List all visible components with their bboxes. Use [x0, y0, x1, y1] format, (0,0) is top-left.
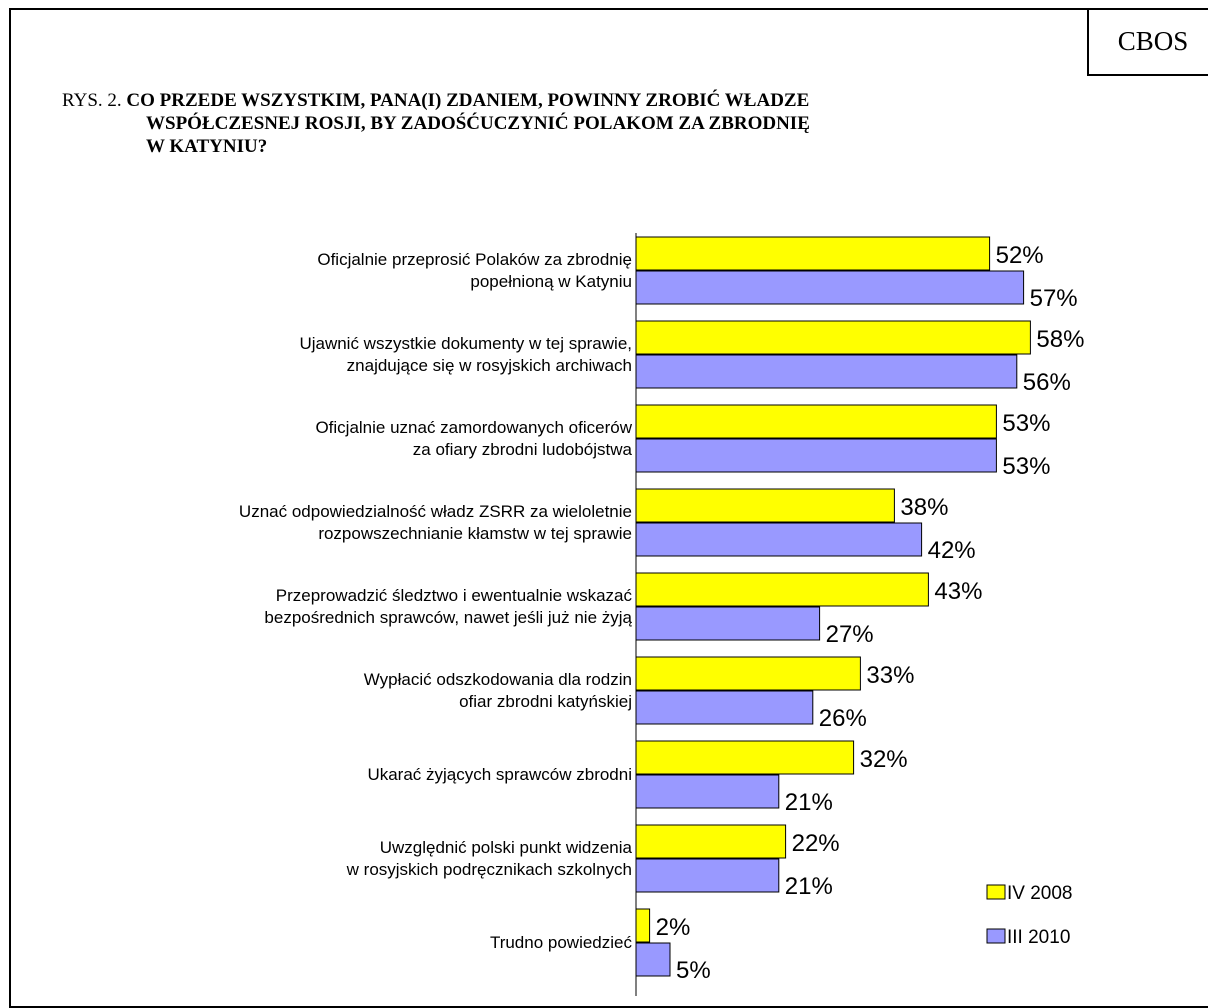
data-label: 38% [900, 494, 948, 521]
legend-label: IV 2008 [1007, 883, 1073, 904]
category-label: Przeprowadzić śledztwo i ewentualnie wsk… [276, 586, 633, 605]
data-label: 43% [934, 578, 982, 605]
bar-iv-2008 [635, 824, 787, 859]
data-label: 53% [1002, 453, 1050, 480]
figure-number: RYS. 2. [62, 90, 122, 111]
category-label: popełnioną w Katyniu [470, 272, 632, 291]
bar-iii-2010 [635, 438, 997, 473]
category-label: za ofiary zbrodni ludobójstwa [413, 440, 633, 459]
data-label: 53% [1002, 410, 1050, 437]
data-label: 57% [1030, 285, 1078, 312]
category-label: Wypłacić odszkodowania dla rodzin [364, 670, 632, 689]
category-label: ofiar zbrodni katyńskiej [459, 692, 632, 711]
category-label: Oficjalnie przeprosić Polaków za zbrodni… [317, 250, 632, 269]
data-label: 22% [792, 830, 840, 857]
data-label: 5% [676, 957, 711, 984]
title-text-3: W KATYNIU? [146, 136, 268, 157]
bar-iii-2010 [635, 774, 780, 809]
category-label: Ukarać żyjących sprawców zbrodni [367, 765, 632, 784]
bar-iv-2008 [635, 740, 855, 775]
category-label: Oficjalnie uznać zamordowanych oficerów [315, 418, 632, 437]
data-label: 27% [826, 621, 874, 648]
category-label: Uznać odpowiedzialność władz ZSRR za wie… [239, 502, 632, 521]
category-label: bezpośrednich sprawców, nawet jeśli już … [264, 608, 632, 627]
title-text-1: CO PRZEDE WSZYSTKIM, PANA(I) ZDANIEM, PO… [126, 90, 810, 111]
category-label: Uwzględnić polski punkt widzenia [380, 838, 633, 857]
data-label: 21% [785, 789, 833, 816]
data-label: 2% [656, 914, 691, 941]
bar-iv-2008 [635, 236, 991, 271]
chart-title: RYS. 2. CO PRZEDE WSZYSTKIM, PANA(I) ZDA… [62, 89, 1052, 158]
bar-iii-2010 [635, 606, 821, 641]
bar-iii-2010 [635, 690, 814, 725]
data-label: 21% [785, 873, 833, 900]
category-label: Ujawnić wszystkie dokumenty w tej sprawi… [299, 334, 632, 353]
category-label: Trudno powiedzieć [490, 933, 633, 952]
bar-iii-2010 [635, 858, 780, 893]
title-text-2: WSPÓŁCZESNEJ ROSJI, BY ZADOŚĆUCZYNIĆ POL… [146, 113, 810, 134]
data-label: 33% [866, 662, 914, 689]
legend-label: III 2010 [1007, 927, 1070, 948]
cbos-badge: CBOS [1087, 8, 1208, 76]
legend-swatch [986, 884, 1006, 900]
bar-iv-2008 [635, 404, 997, 439]
bar-iii-2010 [635, 270, 1025, 305]
bar-iv-2008 [635, 656, 861, 691]
bar-iv-2008 [635, 572, 929, 607]
title-line-1: RYS. 2. CO PRZEDE WSZYSTKIM, PANA(I) ZDA… [62, 89, 1052, 112]
data-label: 32% [860, 746, 908, 773]
chart-frame [9, 8, 1208, 1008]
bar-iv-2008 [635, 908, 651, 943]
bar-iv-2008 [635, 488, 895, 523]
category-label: znajdujące się w rosyjskich archiwach [347, 356, 632, 375]
bar-iii-2010 [635, 354, 1018, 389]
category-label: rozpowszechnianie kłamstw w tej sprawie [318, 524, 632, 543]
data-label: 42% [928, 537, 976, 564]
data-label: 58% [1036, 326, 1084, 353]
legend-swatch [986, 928, 1006, 944]
data-label: 52% [996, 242, 1044, 269]
category-label: w rosyjskich podręcznikach szkolnych [346, 860, 632, 879]
bar-iii-2010 [635, 522, 923, 557]
bar-iii-2010 [635, 942, 671, 977]
data-label: 56% [1023, 369, 1071, 396]
data-label: 26% [819, 705, 867, 732]
bar-iv-2008 [635, 320, 1031, 355]
